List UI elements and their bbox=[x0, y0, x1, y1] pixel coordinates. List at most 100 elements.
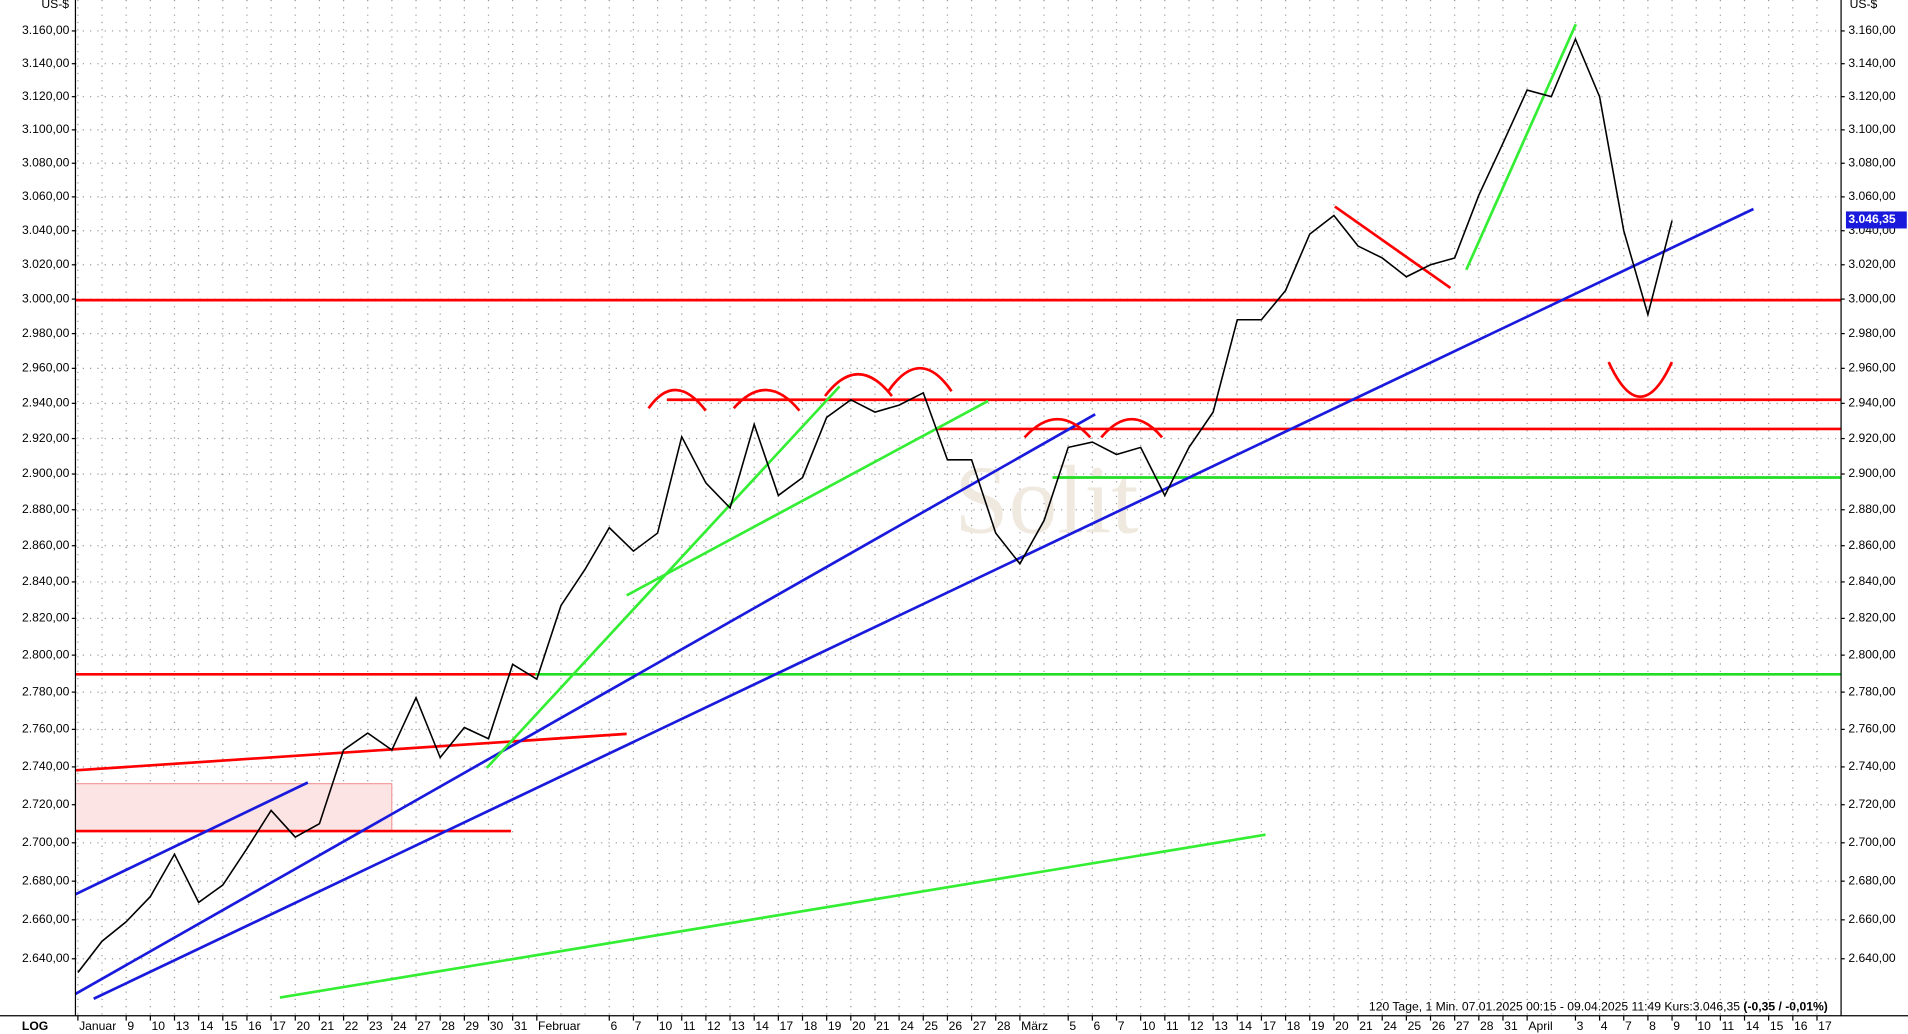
x-tick-label: 9 bbox=[1673, 1019, 1680, 1033]
info: 120 Tage, 1 Min. 07.01.2025 00:15 - 09.0… bbox=[1369, 999, 1828, 1013]
x-tick-label: 23 bbox=[369, 1019, 383, 1033]
y-tick-label: 2.960,00 bbox=[22, 361, 70, 375]
y-tick-label: 2.900,00 bbox=[22, 466, 70, 480]
y-tick-label: 2.860,00 bbox=[22, 538, 70, 552]
y-tick-label: 2.880,00 bbox=[22, 502, 70, 516]
x-tick-label: 10 bbox=[1142, 1019, 1156, 1033]
y-tick-label: 2.680,00 bbox=[1848, 873, 1896, 887]
x-tick-label: 14 bbox=[755, 1019, 769, 1033]
x-tick-label: 31 bbox=[1504, 1019, 1518, 1033]
x-tick-label: 22 bbox=[345, 1019, 359, 1033]
arc bbox=[647, 388, 707, 412]
x-tick-label: 20 bbox=[296, 1019, 310, 1033]
grid bbox=[75, 0, 1842, 1016]
y-tick-label: 2.720,00 bbox=[1848, 797, 1896, 811]
x-tick-label: Januar bbox=[79, 1019, 116, 1033]
y-tick-label: 2.680,00 bbox=[22, 873, 70, 887]
y-tick-label: 2.960,00 bbox=[1848, 361, 1896, 375]
scale-label: LOG bbox=[22, 1019, 48, 1033]
series bbox=[77, 37, 1673, 973]
y-tick-label: 2.660,00 bbox=[1848, 912, 1896, 926]
x-tick-label: 8 bbox=[1649, 1019, 1656, 1033]
trend-line bbox=[626, 399, 989, 597]
unit-label: US-$ bbox=[1850, 0, 1878, 11]
x-tick-label: 11 bbox=[683, 1019, 696, 1033]
trend-line bbox=[93, 207, 1755, 1000]
y-tick-label: 2.640,00 bbox=[22, 951, 70, 965]
y-tick-label: 3.100,00 bbox=[22, 122, 70, 136]
y-tick-label: 2.920,00 bbox=[22, 431, 70, 445]
trend-line bbox=[1334, 205, 1452, 290]
x-tick-label: Februar bbox=[538, 1019, 581, 1033]
x-tick-label: 21 bbox=[876, 1019, 890, 1033]
y-tick-label: 2.860,00 bbox=[1848, 538, 1896, 552]
x-tick-label: 3 bbox=[1577, 1019, 1584, 1033]
x-tick-label: 18 bbox=[804, 1019, 818, 1033]
x-tick-label: 14 bbox=[200, 1019, 214, 1033]
y-tick-label: 3.140,00 bbox=[22, 56, 70, 70]
price-line bbox=[77, 37, 1673, 973]
x-tick-label: 13 bbox=[176, 1019, 190, 1033]
y-tick-label: 2.820,00 bbox=[1848, 611, 1896, 625]
x-tick-label: 30 bbox=[490, 1019, 504, 1033]
x-tick-label: 16 bbox=[1794, 1019, 1808, 1033]
x-tick-label: 18 bbox=[1287, 1019, 1301, 1033]
x-tick-label: 9 bbox=[127, 1019, 134, 1033]
x-tick-label: April bbox=[1528, 1019, 1552, 1033]
trend-line bbox=[1465, 23, 1578, 271]
y-tick-label: 2.660,00 bbox=[22, 912, 70, 926]
y-tick-label: 3.000,00 bbox=[22, 291, 70, 305]
last-value-box bbox=[1845, 211, 1907, 229]
y-tick-label: 2.940,00 bbox=[1848, 396, 1896, 410]
x-tick-label: März bbox=[1021, 1019, 1048, 1033]
y-tick-label: 2.760,00 bbox=[1848, 722, 1896, 736]
arc bbox=[1023, 417, 1092, 439]
y-tick-label: 2.780,00 bbox=[22, 684, 70, 698]
x-tick-label: 24 bbox=[1383, 1019, 1397, 1033]
zone bbox=[74, 783, 393, 832]
y-tick-label: 3.040,00 bbox=[22, 223, 70, 237]
x-tick-label: 28 bbox=[441, 1019, 455, 1033]
y-tick-label: 2.740,00 bbox=[22, 759, 70, 773]
x-tick-label: 24 bbox=[900, 1019, 914, 1033]
x-tick-label: 17 bbox=[780, 1019, 794, 1033]
arc bbox=[1100, 417, 1164, 439]
x-tick-label: 21 bbox=[321, 1019, 335, 1033]
y-tick-label: 2.800,00 bbox=[22, 647, 70, 661]
y-tick-label: 3.160,00 bbox=[1848, 23, 1896, 37]
x-tick-label: 15 bbox=[1770, 1019, 1784, 1033]
y-tick-label: 2.820,00 bbox=[22, 611, 70, 625]
trend-line bbox=[74, 781, 309, 896]
x-tick-label: 10 bbox=[659, 1019, 673, 1033]
y-tick-label: 3.060,00 bbox=[22, 189, 70, 203]
info-text: 120 Tage, 1 Min. 07.01.2025 00:15 - 09.0… bbox=[1369, 999, 1740, 1013]
x-tick-label: 28 bbox=[1480, 1019, 1494, 1033]
x-tick-label: 19 bbox=[828, 1019, 842, 1033]
x-tick-label: 6 bbox=[1094, 1019, 1101, 1033]
x-tick-label: 5 bbox=[1069, 1019, 1076, 1033]
watermark: Solit bbox=[955, 447, 1139, 555]
y-tick-label: 3.140,00 bbox=[1848, 56, 1896, 70]
trend-line bbox=[75, 732, 627, 772]
x-tick-label: 29 bbox=[466, 1019, 480, 1033]
y-tick-label: 2.940,00 bbox=[22, 396, 70, 410]
x-tick-label: 7 bbox=[635, 1019, 642, 1033]
y-tick-label: 2.700,00 bbox=[1848, 835, 1896, 849]
x-tick-label: 20 bbox=[852, 1019, 866, 1033]
last-value-label: 3.046,35 bbox=[1848, 212, 1896, 226]
annotations bbox=[74, 23, 1842, 1000]
x-tick-label: 6 bbox=[610, 1019, 617, 1033]
x-tick-label: 17 bbox=[1818, 1019, 1832, 1033]
y-tick-label: 3.080,00 bbox=[22, 155, 70, 169]
y-tick-label: 2.760,00 bbox=[22, 722, 70, 736]
x-tick-label: 24 bbox=[393, 1019, 407, 1033]
y-tick-label: 2.920,00 bbox=[1848, 431, 1896, 445]
x-tick-label: 4 bbox=[1601, 1019, 1608, 1033]
y-tick-label: 2.980,00 bbox=[22, 326, 70, 340]
y-tick-label: 3.000,00 bbox=[1848, 291, 1896, 305]
x-tick-label: 31 bbox=[514, 1019, 528, 1033]
y-tick-label: 3.100,00 bbox=[1848, 122, 1896, 136]
arc bbox=[732, 388, 801, 412]
x-tick-label: 15 bbox=[224, 1019, 238, 1033]
